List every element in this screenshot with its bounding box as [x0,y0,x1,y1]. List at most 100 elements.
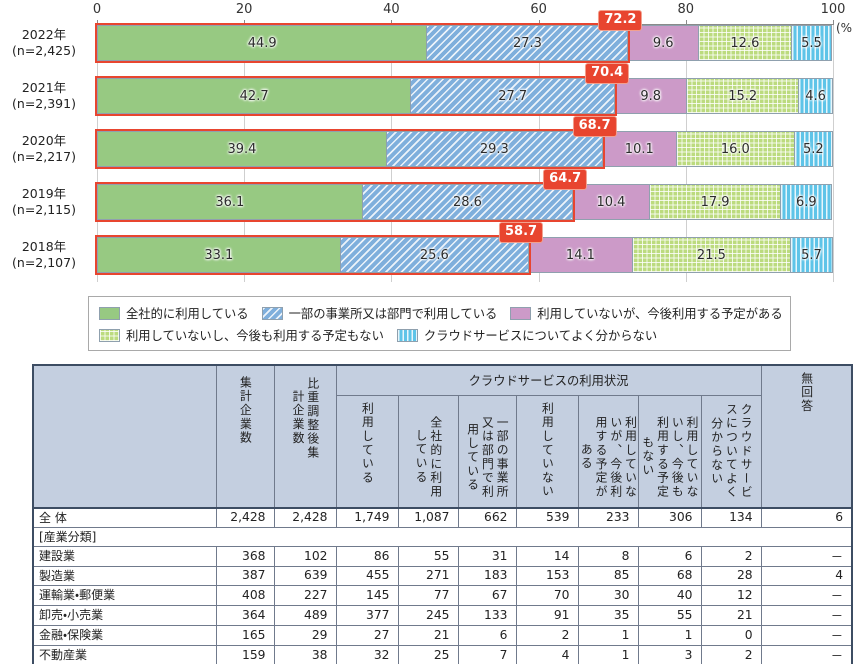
legend-item: クラウドサービスについてよく分からない [396,326,658,344]
table-row: 全 体 2,428 2,428 1,749 1,087 662 539 233 306 134 6 [32,507,853,528]
table-cell: 368 [215,545,275,567]
table-cell: 21 [700,604,762,626]
table-cell: 408 [215,584,275,606]
bar-segment-value: 12.6 [730,35,760,51]
usage-total-callout: 68.7 [572,116,617,137]
table-cell: 233 [577,507,639,528]
table-cell: 12 [700,584,762,606]
bar-segment: 36.1 [97,184,363,220]
table-row: 運輸業・郵便業 408 227 145 77 67 70 30 40 12 － [32,584,853,606]
bar-segment: 28.6 [362,184,574,220]
table-cell: 133 [457,604,517,626]
table-cell: － [760,644,853,664]
table-cell: 67 [457,584,517,606]
chart-legend: 全社的に利用している 一部の事業所又は部門で利用している 利用していないが、今後利用… [88,296,791,351]
table-cell: 6 [637,545,702,567]
bar-segment-value: 6.9 [795,194,817,210]
table-row: 卸売・小売業 364 489 377 245 133 91 35 55 21 － [32,604,853,626]
bar-segment: 5.7 [791,237,833,273]
table-cell: 31 [457,545,517,567]
legend-swatch [99,306,120,320]
axis-tick [833,20,834,25]
bar-year-label: 2022年 (n=2,425) [0,27,90,60]
table-cell: － [760,584,853,606]
table-cell: 165 [215,624,275,646]
table-cell: 134 [700,507,762,528]
usage-total-callout: 64.7 [543,169,588,190]
year-text: 2018年 [21,238,67,254]
table-cell: 14 [515,545,579,567]
table-cell: 364 [215,604,275,626]
table-cell: 145 [335,584,399,606]
table-cell: 1 [637,624,702,646]
legend-item: 利用していないが、今後利用する予定がある [510,304,783,322]
bar-segment-value: 28.6 [452,194,482,210]
year-text: 2022年 [21,26,67,42]
sample-size-text: (n=2,217) [12,149,76,164]
sample-size-text: (n=2,115) [12,202,76,217]
table-cell: － [760,624,853,646]
table-header-cell: 集計企業数 [215,364,275,508]
legend-swatch [396,328,418,342]
legend-label: クラウドサービスについてよく分からない [423,329,658,343]
table-cell: 1,749 [335,507,399,528]
bar-track: 39.4 29.3 10.1 16.0 5.2 [97,131,833,167]
table-cell: 1 [577,624,639,646]
usage-total-callout: 70.4 [585,63,630,84]
legend-item: 利用していないし、今後も利用する予定もない [99,326,384,344]
bar-track: 44.9 27.3 9.6 12.6 5.5 [97,25,833,61]
table-cell: 35 [577,604,639,626]
table-cell: 85 [577,565,639,586]
row-label-cell: 建設業 [32,545,217,567]
table-cell: 91 [515,604,579,626]
bar-segment: 39.4 [97,131,387,167]
table-cell: 306 [637,507,702,528]
bar-segment-value: 25.6 [419,247,449,263]
plot-area: (%) 0 20 40 60 80 100 2022年(n=2,425) 44.9 27.3 9.… [12,2,853,282]
year-text: 2019年 [21,185,67,201]
bar-year-label: 2020年 (n=2,217) [0,133,90,166]
table-cell: 55 [397,545,459,567]
x-tick-label: 40 [383,2,400,17]
table-header-cell: 一部の事業所又は部門で利用している [457,394,517,508]
table-cell: 2,428 [215,507,275,528]
year-text: 2021年 [21,79,67,95]
bar-row: 2018年 (n=2,107) 33.1 25.6 14.1 21.5 5.7 58.7 [12,222,833,275]
bar-segment-value: 10.4 [596,194,626,210]
table-cell: 1 [577,644,639,664]
axis-tick [244,20,246,25]
x-tick-label: 60 [530,2,547,17]
table-cell: 245 [397,604,459,626]
table-header-cell: 利用していないし、今後も利用する予定もない [637,394,702,508]
bar-row: 2019年 (n=2,115) 36.1 28.6 10.4 17.9 6.9 64.7 [12,169,833,222]
table-cell: － [760,604,853,626]
table-cell: 6 [457,624,517,646]
bar-segment-value: 14.1 [565,247,595,263]
table-cell: 30 [577,584,639,606]
bar-segment-value: 15.2 [728,88,758,104]
table-cell: 25 [397,644,459,664]
table-cell: 489 [273,604,337,626]
bar-segment-value: 27.7 [498,88,528,104]
legend-label: 利用していないが、今後利用する予定がある [537,307,783,321]
bar-segment: 14.1 [529,237,633,273]
table-cell: 27 [335,624,399,646]
row-label-cell: 不動産業 [32,644,217,664]
bar-segment: 6.9 [781,184,833,220]
bar-segment-value: 36.1 [215,194,245,210]
bar-segment-value: 16.0 [720,141,750,157]
bar-segment-value: 10.1 [624,141,654,157]
legend-swatch [99,328,120,342]
row-label-cell: 運輸業・郵便業 [32,584,217,606]
bar-segment-value: 27.3 [512,35,542,51]
table-cell: 227 [273,584,337,606]
table-cell: 38 [273,644,337,664]
bar-row: 2021年 (n=2,391) 42.7 27.7 9.8 15.2 4.6 70.4 [12,63,833,116]
table-cell: 4 [760,565,853,586]
table-cell: 68 [637,565,702,586]
table-cell: 387 [215,565,275,586]
table-header-row-1: 集計企業数 比重調整後集計企業数 クラウドサービスの利用状況 無回答 [32,364,853,508]
table-row: 不動産業 159 38 32 25 7 4 1 3 2 － [32,644,853,664]
bar-segment: 42.7 [97,78,412,114]
row-label-cell: 製造業 [32,565,217,586]
